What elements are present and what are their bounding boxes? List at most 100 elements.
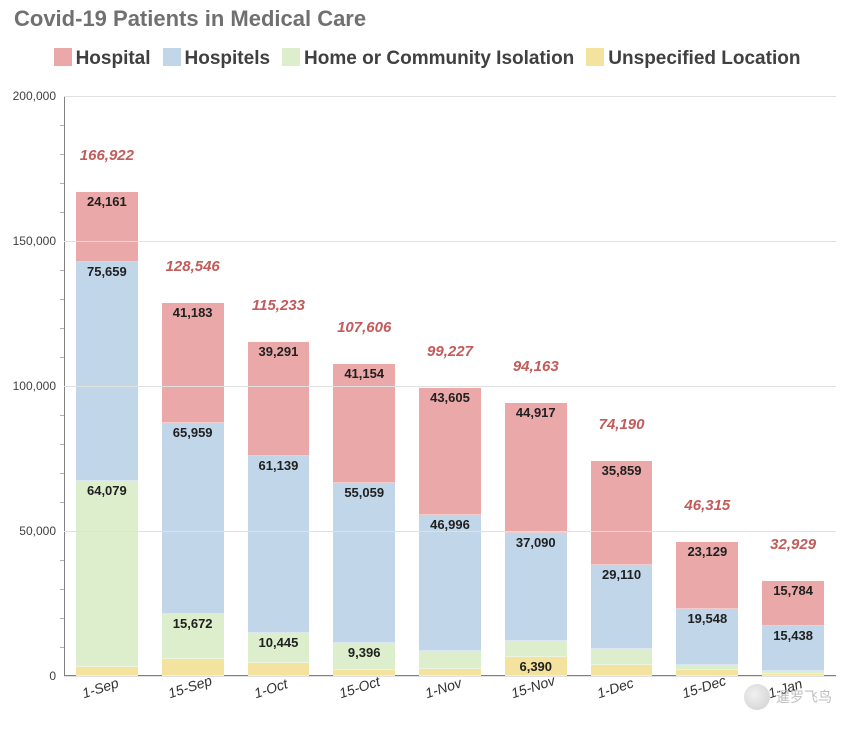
bar-segment-value: 39,291 [235, 344, 321, 359]
bar-segment: 46,996 [419, 515, 481, 651]
bar-segment: 15,672 [162, 614, 224, 659]
bar-segment: 1,606 [676, 665, 738, 670]
watermark: 暹罗飞鸟 [744, 684, 832, 710]
y-tick-minor [60, 473, 64, 474]
bar-segment: 55,059 [333, 483, 395, 643]
bar-segment-value: 9,396 [321, 645, 407, 660]
bar-segment: 6,103 [419, 651, 481, 669]
bar-segment-value: 6,390 [493, 659, 579, 674]
bar-segment: 44,917 [505, 403, 567, 533]
bar-segment: 37,090 [505, 533, 567, 641]
legend-label: Unspecified Location [608, 48, 800, 69]
bar-total-label: 166,922 [51, 147, 162, 164]
bar-segment-value: 35,859 [578, 463, 664, 478]
bar-segment-value: 37,090 [493, 535, 579, 550]
bar-total-label: 128,546 [137, 258, 248, 275]
chart-container: Covid-19 Patients in Medical Care Hospit… [0, 0, 854, 744]
bar-total-label: 74,190 [566, 416, 677, 433]
watermark-avatar [744, 684, 770, 710]
x-tick-label: 1-Dec [595, 674, 635, 701]
bar-segment: 41,183 [162, 303, 224, 422]
bar-total-label: 46,315 [652, 497, 763, 514]
legend-item: Unspecified Location [586, 48, 800, 70]
bar-segment-value: 15,672 [149, 616, 235, 631]
x-tick-label: 1-Oct [252, 675, 290, 701]
bar-total-label: 94,163 [480, 358, 591, 375]
bar-segment: 19,548 [676, 609, 738, 666]
legend-swatch [163, 48, 181, 66]
bar-segment: 9,396 [333, 643, 395, 670]
gridline [64, 96, 836, 97]
bar-segment: 5,732 [162, 659, 224, 676]
bar-segment: 4,358 [248, 663, 310, 676]
bar-segment-value: 10,445 [235, 635, 321, 650]
bar-segment-value: 41,154 [321, 366, 407, 381]
y-tick-label: 200,000 [4, 89, 56, 103]
bar-segment: 3,864 [591, 665, 653, 676]
y-tick-label: 150,000 [4, 234, 56, 248]
bar-segment: 61,139 [248, 456, 310, 633]
bar-segment-value: 15,784 [750, 583, 836, 598]
bar-segment: 5,766 [505, 641, 567, 658]
plot-area: 3,02364,07975,65924,161166,9221-Sep5,732… [64, 96, 836, 676]
y-tick-minor [60, 299, 64, 300]
y-tick-minor [60, 212, 64, 213]
gridline [64, 676, 836, 677]
x-tick-label: 1-Nov [423, 674, 463, 701]
y-tick-minor [60, 560, 64, 561]
bar-segment: 29,110 [591, 565, 653, 649]
bar-segment: 15,438 [762, 626, 824, 671]
legend-item: Hospital [54, 48, 151, 70]
bar-segment: 2,523 [419, 669, 481, 676]
watermark-text: 暹罗飞鸟 [776, 687, 832, 707]
y-tick-minor [60, 589, 64, 590]
bar-segment: 23,129 [676, 542, 738, 609]
gridline [64, 386, 836, 387]
y-tick-minor [60, 183, 64, 184]
bar-segment: 35,859 [591, 461, 653, 565]
y-tick-label: 100,000 [4, 379, 56, 393]
y-tick-minor [60, 357, 64, 358]
bar-segment-value: 64,079 [64, 483, 150, 498]
y-tick-minor [60, 415, 64, 416]
bar-segment: 6,390 [505, 657, 567, 676]
gridline [64, 531, 836, 532]
y-tick-label: 0 [4, 669, 56, 683]
x-tick-label: 15-Oct [337, 673, 382, 701]
chart-title: Covid-19 Patients in Medical Care [14, 6, 366, 32]
bar-segment-value: 19,548 [664, 611, 750, 626]
y-tick-minor [60, 444, 64, 445]
y-tick-minor [60, 647, 64, 648]
legend-item: Home or Community Isolation [282, 48, 574, 70]
y-tick-minor [60, 502, 64, 503]
gridline [64, 241, 836, 242]
bar-segment: 41,154 [333, 364, 395, 483]
bar-segment: 39,291 [248, 342, 310, 456]
bar-segment-value: 55,059 [321, 485, 407, 500]
bar-segment-value: 24,161 [64, 194, 150, 209]
legend-label: Hospital [76, 48, 151, 69]
bar-segment-value: 61,139 [235, 458, 321, 473]
bar-segment: 65,959 [162, 423, 224, 614]
bar-segment-value: 46,996 [407, 517, 493, 532]
y-tick-minor [60, 328, 64, 329]
legend-label: Home or Community Isolation [304, 48, 574, 69]
bar-segment-value: 15,438 [750, 628, 836, 643]
legend-label: Hospitels [185, 48, 271, 69]
y-tick-label: 50,000 [4, 524, 56, 538]
y-tick-minor [60, 154, 64, 155]
bar-segment: 10,445 [248, 633, 310, 663]
legend: Hospital Hospitels Home or Community Isola… [0, 48, 854, 70]
bar-segment: 64,079 [76, 481, 138, 667]
bar-segment-value: 43,605 [407, 390, 493, 405]
bar-segment-value: 29,110 [578, 567, 664, 582]
bar-segment: 15,784 [762, 581, 824, 627]
bar-segment: 922 [762, 671, 824, 674]
bar-total-label: 115,233 [223, 297, 334, 314]
bar-segment-value: 65,959 [149, 425, 235, 440]
y-tick-minor [60, 270, 64, 271]
legend-item: Hospitels [163, 48, 271, 70]
legend-swatch [282, 48, 300, 66]
y-tick-minor [60, 618, 64, 619]
bar-segment: 3,023 [76, 667, 138, 676]
